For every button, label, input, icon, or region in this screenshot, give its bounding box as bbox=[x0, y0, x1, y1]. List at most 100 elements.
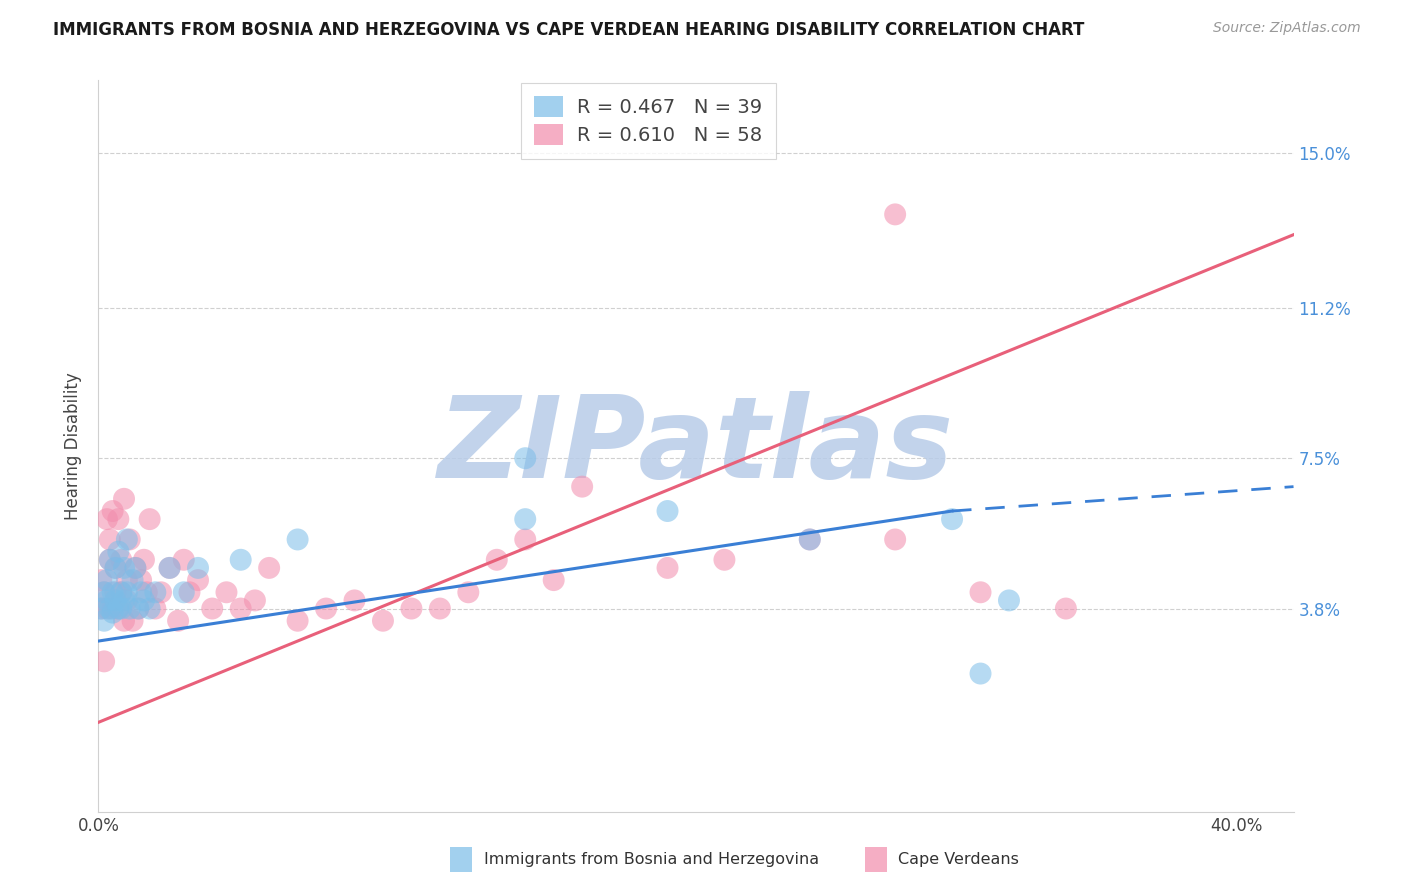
Legend: R = 0.467   N = 39, R = 0.610   N = 58: R = 0.467 N = 39, R = 0.610 N = 58 bbox=[520, 83, 776, 159]
Text: Immigrants from Bosnia and Herzegovina: Immigrants from Bosnia and Herzegovina bbox=[484, 853, 818, 867]
Point bbox=[110, 601, 132, 615]
Point bbox=[543, 573, 565, 587]
Point bbox=[98, 553, 121, 567]
Point bbox=[173, 553, 195, 567]
Point bbox=[112, 593, 135, 607]
Point bbox=[107, 601, 129, 615]
Point bbox=[485, 553, 508, 567]
Point bbox=[167, 614, 190, 628]
Point bbox=[93, 614, 115, 628]
Point bbox=[96, 573, 118, 587]
Point bbox=[941, 512, 963, 526]
Point bbox=[112, 561, 135, 575]
Point bbox=[187, 561, 209, 575]
Point bbox=[107, 512, 129, 526]
Point bbox=[187, 573, 209, 587]
Point bbox=[401, 601, 423, 615]
Point bbox=[98, 601, 121, 615]
Point bbox=[98, 533, 121, 547]
Point bbox=[93, 654, 115, 668]
Point bbox=[287, 533, 309, 547]
Point bbox=[127, 601, 149, 615]
Point bbox=[799, 533, 821, 547]
Point bbox=[150, 585, 173, 599]
Point bbox=[104, 593, 127, 607]
Point bbox=[96, 593, 118, 607]
Text: Source: ZipAtlas.com: Source: ZipAtlas.com bbox=[1213, 21, 1361, 36]
Point bbox=[101, 504, 124, 518]
Point bbox=[159, 561, 181, 575]
Point bbox=[657, 561, 679, 575]
Point bbox=[118, 533, 141, 547]
Point bbox=[1054, 601, 1077, 615]
Point bbox=[115, 573, 138, 587]
Point bbox=[112, 491, 135, 506]
Point bbox=[138, 601, 160, 615]
Point bbox=[98, 553, 121, 567]
Point bbox=[429, 601, 451, 615]
Point bbox=[143, 601, 166, 615]
Point bbox=[104, 561, 127, 575]
Point bbox=[124, 561, 146, 575]
Point bbox=[243, 593, 266, 607]
Point bbox=[884, 207, 907, 221]
Point bbox=[799, 533, 821, 547]
Point bbox=[229, 601, 252, 615]
Point bbox=[215, 585, 238, 599]
Point bbox=[129, 573, 152, 587]
Point bbox=[229, 553, 252, 567]
Point bbox=[143, 585, 166, 599]
Point bbox=[135, 585, 157, 599]
Point bbox=[129, 585, 152, 599]
Point bbox=[90, 601, 112, 615]
Point bbox=[90, 601, 112, 615]
Point bbox=[315, 601, 337, 615]
Point bbox=[657, 504, 679, 518]
Y-axis label: Hearing Disability: Hearing Disability bbox=[65, 372, 83, 520]
Point bbox=[969, 666, 991, 681]
Point bbox=[90, 573, 112, 587]
Point bbox=[287, 614, 309, 628]
Point bbox=[173, 585, 195, 599]
Point bbox=[132, 553, 155, 567]
Point bbox=[371, 614, 394, 628]
Point bbox=[96, 601, 118, 615]
Point bbox=[101, 585, 124, 599]
Point bbox=[127, 601, 149, 615]
Point bbox=[138, 512, 160, 526]
Point bbox=[571, 480, 593, 494]
Point bbox=[96, 512, 118, 526]
Point bbox=[515, 512, 537, 526]
Point bbox=[257, 561, 280, 575]
Point bbox=[93, 585, 115, 599]
Point bbox=[884, 533, 907, 547]
Point bbox=[121, 573, 143, 587]
Point bbox=[112, 614, 135, 628]
Point bbox=[115, 593, 138, 607]
Point bbox=[93, 585, 115, 599]
Point bbox=[104, 585, 127, 599]
Point bbox=[124, 561, 146, 575]
Point bbox=[107, 601, 129, 615]
Point bbox=[132, 593, 155, 607]
Point bbox=[713, 553, 735, 567]
Point bbox=[179, 585, 201, 599]
Point bbox=[110, 585, 132, 599]
Point bbox=[115, 585, 138, 599]
Point bbox=[107, 544, 129, 558]
Point bbox=[101, 601, 124, 615]
Point bbox=[515, 451, 537, 466]
Point bbox=[201, 601, 224, 615]
Point bbox=[343, 593, 366, 607]
Point bbox=[457, 585, 479, 599]
Point bbox=[104, 561, 127, 575]
Point bbox=[998, 593, 1021, 607]
Point bbox=[118, 601, 141, 615]
Point bbox=[121, 614, 143, 628]
Text: ZIPatlas: ZIPatlas bbox=[437, 391, 955, 501]
Point bbox=[110, 553, 132, 567]
Point bbox=[110, 585, 132, 599]
Point bbox=[159, 561, 181, 575]
Point bbox=[115, 533, 138, 547]
Point bbox=[101, 606, 124, 620]
